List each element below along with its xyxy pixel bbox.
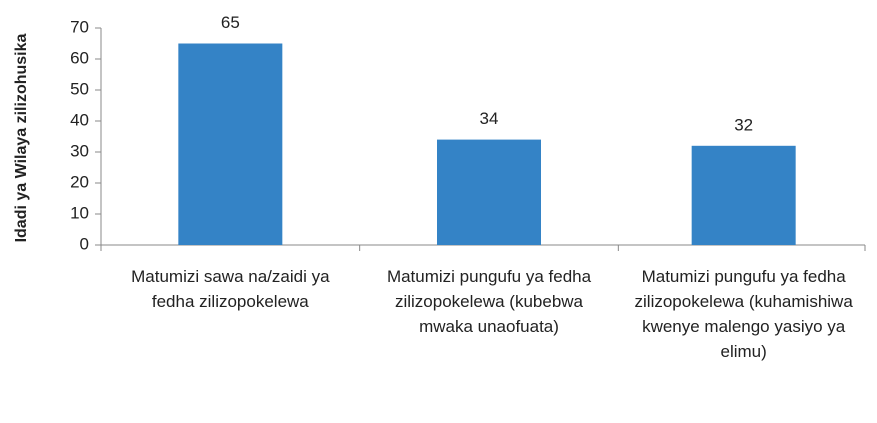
- x-tick-label: Matumizi pungufu ya fedha zilizopokelewa…: [386, 267, 592, 336]
- data-label: 34: [480, 109, 499, 128]
- y-tick-label: 40: [70, 110, 89, 129]
- y-tick-label: 20: [70, 172, 89, 191]
- y-tick-label: 60: [70, 48, 89, 67]
- y-tick-label: 30: [70, 141, 89, 160]
- y-tick-label: 50: [70, 79, 89, 98]
- y-tick-label: 70: [70, 17, 89, 36]
- data-label: 65: [221, 13, 240, 32]
- bar: [437, 139, 541, 245]
- y-tick-label: 0: [80, 234, 89, 253]
- y-axis-label: Idadi ya Wilaya zilizohusika: [13, 33, 30, 242]
- x-tick-label: Matumizi sawa na/zaidi ya fedha zilizopo…: [131, 267, 330, 311]
- y-tick-label: 10: [70, 203, 89, 222]
- data-label: 32: [734, 115, 753, 134]
- bar: [178, 43, 283, 245]
- bar: [691, 145, 796, 245]
- x-tick-label: Matumizi pungufu ya fedha zilizopokelewa…: [634, 267, 853, 361]
